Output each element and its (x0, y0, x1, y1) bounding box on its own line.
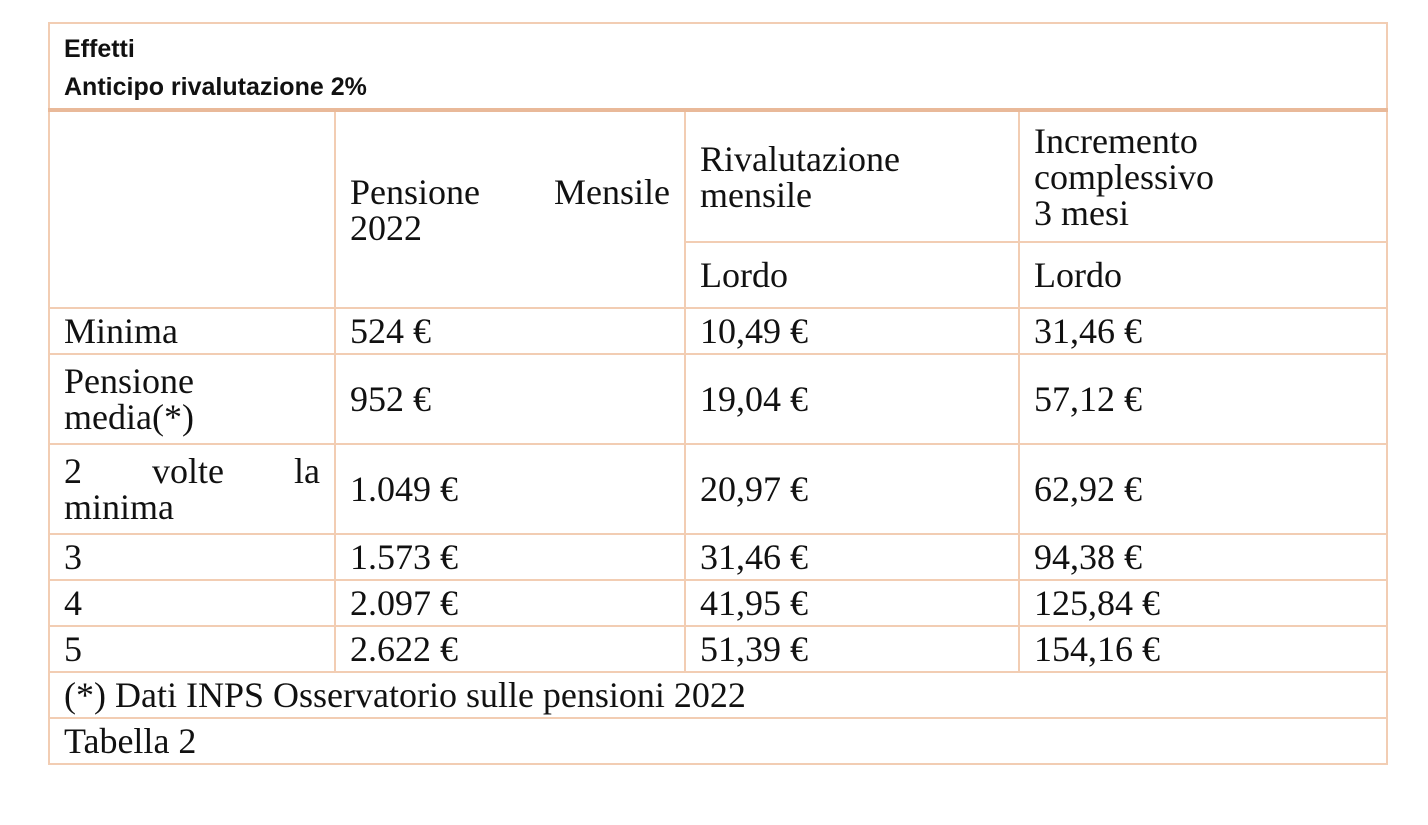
cell-incremento: 57,12 € (1017, 353, 1389, 445)
header-incremento-complessivo: Incremento complessivo 3 mesi (1017, 109, 1389, 243)
table-title: Effetti Anticipo rivalutazione 2% (47, 22, 1389, 112)
cell-rivalutazione: 20,97 € (684, 443, 1020, 535)
table-row: Pensione media(*) 952 € 19,04 € 57,12 € (48, 353, 1389, 445)
row-label: 3 (48, 533, 336, 581)
cell-pensione: 1.049 € (334, 443, 686, 535)
title-anticipo: Anticipo rivalutazione 2% (64, 73, 367, 101)
cell-pensione: 1.573 € (334, 533, 686, 581)
cell-rivalutazione: 19,04 € (684, 353, 1020, 445)
cell-pensione: 952 € (334, 353, 686, 445)
row-label: 2 volte la minima (48, 443, 336, 535)
table-row: Minima 524 € 10,49 € 31,46 € (48, 307, 1389, 355)
cell-pensione: 2.097 € (334, 579, 686, 627)
table-row: 2 volte la minima 1.049 € 20,97 € 62,92 … (48, 443, 1389, 535)
header-rivalutazione-mensile: Rivalutazione mensile (684, 109, 1020, 243)
cell-pensione: 2.622 € (334, 625, 686, 673)
cell-incremento: 62,92 € (1017, 443, 1389, 535)
pension-table: Effetti Anticipo rivalutazione 2% Pensio… (47, 22, 1389, 765)
table-caption: Tabella 2 (47, 717, 1389, 765)
cell-rivalutazione: 51,39 € (684, 625, 1020, 673)
table-row: 4 2.097 € 41,95 € 125,84 € (48, 579, 1389, 627)
row-label: 5 (48, 625, 336, 673)
table-row: 5 2.622 € 51,39 € 154,16 € (48, 625, 1389, 673)
cell-pensione: 524 € (334, 307, 686, 355)
row-label: Pensione media(*) (48, 353, 336, 445)
footnote: (*) Dati INPS Osservatorio sulle pension… (47, 671, 1389, 719)
header-pensione-mensile: Pensione Mensile 2022 (334, 109, 686, 309)
cell-incremento: 94,38 € (1017, 533, 1389, 581)
subheader-incremento-lordo: Lordo (1017, 241, 1389, 309)
header-empty-cell (48, 109, 336, 309)
subheader-rivalutazione-lordo: Lordo (684, 241, 1020, 309)
cell-incremento: 154,16 € (1017, 625, 1389, 673)
row-label: Minima (48, 307, 336, 355)
cell-rivalutazione: 10,49 € (684, 307, 1020, 355)
row-label: 4 (48, 579, 336, 627)
cell-rivalutazione: 41,95 € (684, 579, 1020, 627)
cell-rivalutazione: 31,46 € (684, 533, 1020, 581)
cell-incremento: 31,46 € (1017, 307, 1389, 355)
table-row: 3 1.573 € 31,46 € 94,38 € (48, 533, 1389, 581)
cell-incremento: 125,84 € (1017, 579, 1389, 627)
title-effetti: Effetti (64, 35, 135, 63)
